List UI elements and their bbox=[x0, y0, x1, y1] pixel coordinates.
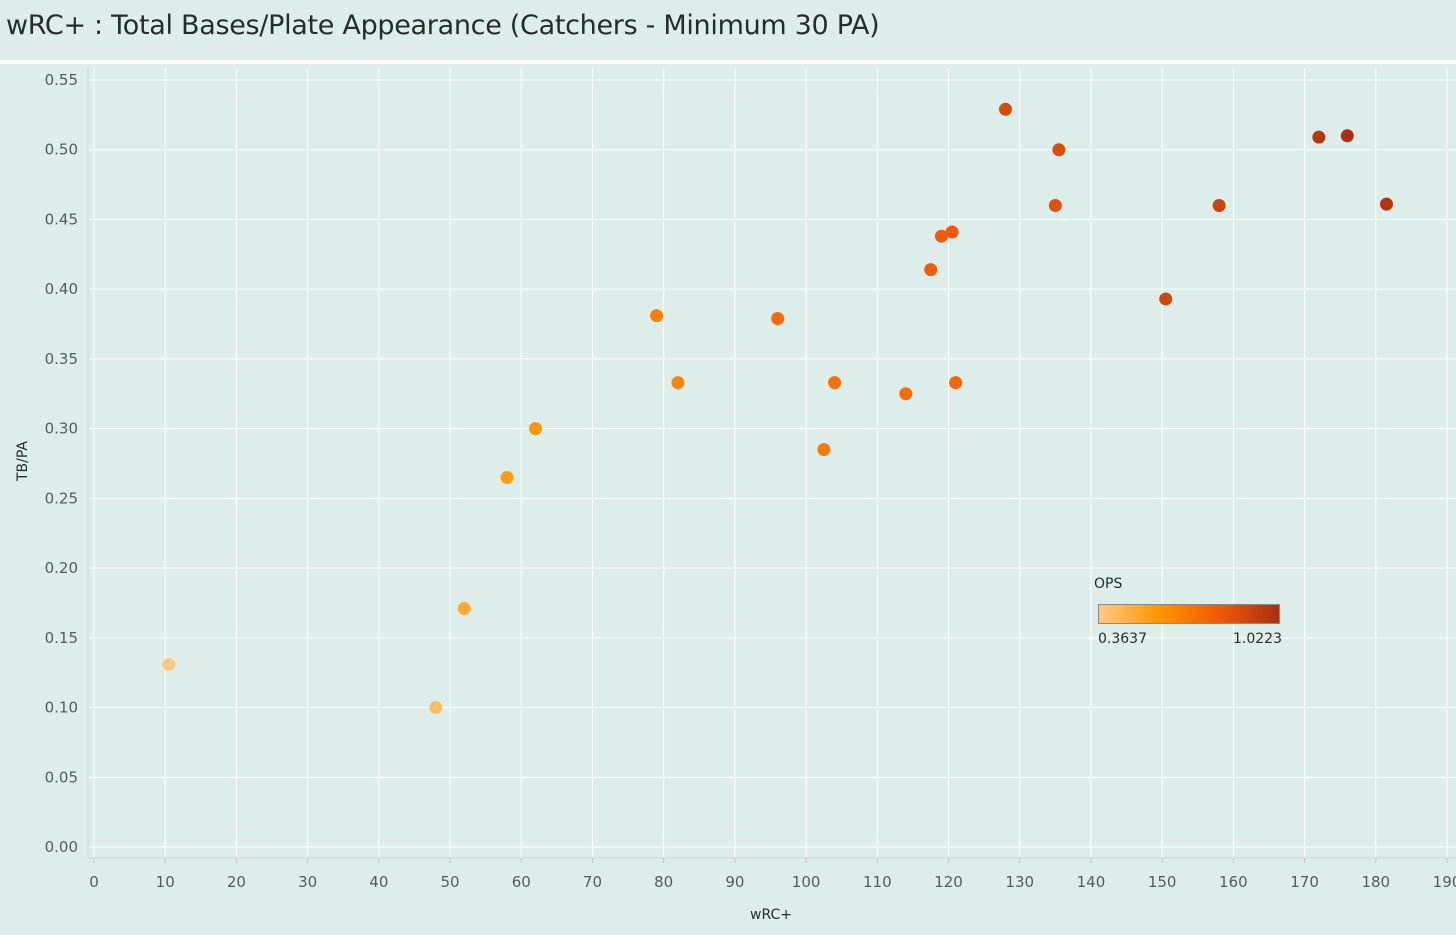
y-tick-label: 0.00 bbox=[45, 838, 78, 856]
x-tick-label: 130 bbox=[1005, 873, 1034, 891]
x-tick-label: 80 bbox=[654, 873, 673, 891]
x-tick-label: 30 bbox=[298, 873, 317, 891]
x-tick-label: 100 bbox=[792, 873, 821, 891]
x-tick-label: 90 bbox=[725, 873, 744, 891]
data-point[interactable] bbox=[1212, 199, 1226, 213]
x-tick-label: 40 bbox=[369, 873, 388, 891]
x-tick-label: 20 bbox=[227, 873, 246, 891]
x-tick-label: 120 bbox=[934, 873, 963, 891]
y-tick-label: 0.45 bbox=[45, 210, 78, 228]
y-tick-label: 0.40 bbox=[45, 280, 78, 298]
data-point[interactable] bbox=[162, 657, 176, 671]
x-tick-label: 70 bbox=[583, 873, 602, 891]
data-point[interactable] bbox=[457, 602, 471, 616]
x-tick-label: 60 bbox=[512, 873, 531, 891]
data-point[interactable] bbox=[1052, 143, 1066, 157]
data-point[interactable] bbox=[1048, 199, 1062, 213]
x-tick-label: 50 bbox=[441, 873, 460, 891]
data-point[interactable] bbox=[1312, 130, 1326, 144]
data-point[interactable] bbox=[934, 229, 948, 243]
data-points bbox=[162, 102, 1393, 715]
x-tick-label: 190 bbox=[1433, 873, 1456, 891]
tick-labels: 0 10 20 30 40 50 60 70 80 90 100 110 120 130 140 150 160… bbox=[45, 71, 1456, 891]
legend-title: OPS bbox=[1094, 576, 1123, 592]
data-point[interactable] bbox=[924, 263, 938, 277]
ops-legend: OPS 0.3637 1.0223 bbox=[1094, 576, 1294, 656]
legend-color-ramp bbox=[1098, 604, 1280, 624]
axes bbox=[87, 68, 1456, 863]
data-point[interactable] bbox=[828, 376, 842, 390]
data-point[interactable] bbox=[671, 376, 685, 390]
data-point[interactable] bbox=[949, 376, 963, 390]
data-point[interactable] bbox=[998, 102, 1012, 116]
y-tick-label: 0.15 bbox=[45, 629, 78, 647]
y-tick-label: 0.50 bbox=[45, 141, 78, 159]
plot-panel: 0 10 20 30 40 50 60 70 80 90 100 110 120 130 140 150 160… bbox=[0, 64, 1456, 935]
grid-lines bbox=[88, 68, 1456, 858]
data-point[interactable] bbox=[1159, 292, 1173, 306]
x-tick-label: 150 bbox=[1148, 873, 1177, 891]
data-point[interactable] bbox=[650, 309, 664, 323]
x-tick-label: 140 bbox=[1077, 873, 1106, 891]
scatter-chart: 0 10 20 30 40 50 60 70 80 90 100 110 120 130 140 150 160… bbox=[15, 68, 1456, 923]
y-tick-label: 0.35 bbox=[45, 350, 78, 368]
y-tick-label: 0.55 bbox=[45, 71, 78, 89]
x-tick-label: 0 bbox=[89, 873, 99, 891]
x-tick-label: 10 bbox=[156, 873, 175, 891]
data-point[interactable] bbox=[771, 311, 785, 325]
data-point[interactable] bbox=[429, 701, 443, 715]
data-point[interactable] bbox=[1340, 129, 1354, 143]
y-tick-label: 0.20 bbox=[45, 559, 78, 577]
x-axis-title: wRC+ bbox=[750, 907, 792, 923]
x-tick-label: 110 bbox=[863, 873, 892, 891]
legend-max-label: 1.0223 bbox=[1233, 631, 1282, 647]
data-point[interactable] bbox=[899, 387, 913, 401]
data-point[interactable] bbox=[529, 422, 543, 436]
y-tick-label: 0.25 bbox=[45, 489, 78, 507]
y-tick-label: 0.05 bbox=[45, 768, 78, 786]
y-axis-title: TB/PA bbox=[15, 441, 31, 482]
x-tick-label: 170 bbox=[1290, 873, 1319, 891]
x-tick-label: 160 bbox=[1219, 873, 1248, 891]
title-bar: wRC+ : Total Bases/Plate Appearance (Cat… bbox=[0, 0, 1456, 60]
y-tick-label: 0.10 bbox=[45, 699, 78, 717]
y-tick-label: 0.30 bbox=[45, 420, 78, 438]
data-point[interactable] bbox=[500, 470, 514, 484]
chart-title: wRC+ : Total Bases/Plate Appearance (Cat… bbox=[6, 10, 880, 41]
data-point[interactable] bbox=[945, 225, 959, 239]
data-point[interactable] bbox=[1379, 197, 1393, 211]
legend-min-label: 0.3637 bbox=[1098, 631, 1147, 647]
x-tick-label: 180 bbox=[1361, 873, 1390, 891]
data-point[interactable] bbox=[817, 443, 831, 457]
